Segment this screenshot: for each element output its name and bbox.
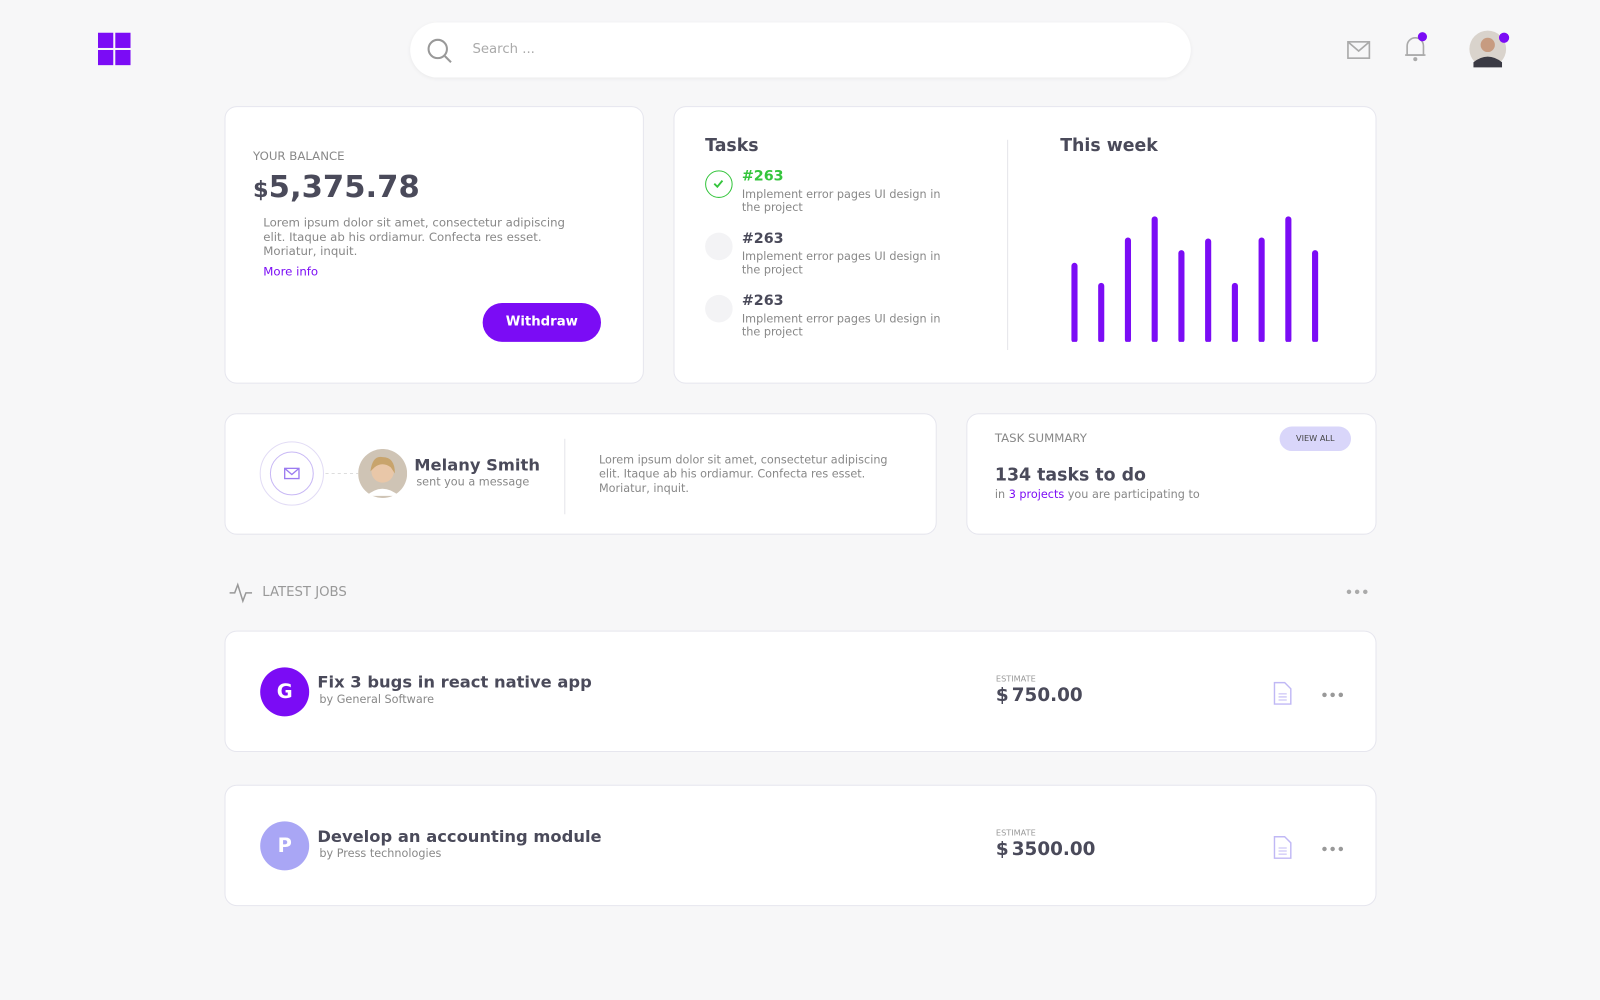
balance-card: YOUR BALANCE $5,375.78 Lorem ipsum dolor… — [224, 106, 644, 384]
currency: $ — [995, 838, 1009, 861]
job-avatar: G — [260, 667, 310, 717]
week-title: This week — [1060, 135, 1158, 157]
balance-label: YOUR BALANCE — [253, 148, 345, 164]
task-text: Implement error pages UI design in the p… — [741, 312, 941, 339]
sender-action: sent you a message — [416, 475, 530, 489]
search-placeholder: Search ... — [472, 41, 535, 58]
document-icon[interactable] — [1272, 836, 1292, 860]
withdraw-button[interactable]: Withdraw — [482, 303, 602, 342]
message-text: Lorem ipsum dolor sit amet, consectetur … — [598, 453, 888, 495]
tasks-title: Tasks — [705, 135, 759, 157]
balance-description: Lorem ipsum dolor sit amet, consectetur … — [263, 215, 565, 259]
activity-icon — [229, 582, 253, 604]
summary-label: TASK SUMMARY — [994, 430, 1087, 445]
tasks-card: Tasks #263 Implement error pages UI desig… — [673, 106, 1377, 384]
task-id: #263 — [741, 292, 784, 310]
sender-name: Melany Smith — [414, 455, 540, 475]
task-check — [705, 170, 733, 198]
amount: 750.00 — [1011, 684, 1083, 707]
job-company: by Press technologies — [319, 846, 442, 861]
job-menu[interactable] — [1320, 844, 1344, 854]
balance-amount: $5,375.78 — [253, 169, 420, 205]
task-id: #263 — [741, 230, 784, 247]
currency: $ — [253, 177, 269, 204]
prefix: in — [994, 487, 1006, 502]
view-all-button[interactable]: VIEW ALL — [1279, 426, 1352, 452]
summary-headline: 134 tasks to do — [994, 465, 1146, 486]
mail-icon[interactable] — [1347, 40, 1371, 60]
job-company: by General Software — [319, 692, 435, 707]
divider — [1007, 139, 1009, 350]
job-card: G Fix 3 bugs in react native app by Genera… — [224, 630, 1377, 753]
job-menu[interactable] — [1320, 690, 1344, 700]
logo[interactable] — [97, 32, 131, 66]
summary-note: in 3 projects you are participating to — [995, 488, 1200, 502]
amount: 5,375.78 — [268, 169, 420, 206]
estimate-amount: $3500.00 — [996, 839, 1096, 860]
suffix: you are participating to — [1067, 487, 1200, 502]
week-chart — [1071, 216, 1319, 342]
divider — [564, 438, 566, 515]
bell-icon[interactable] — [1402, 31, 1431, 64]
job-title: Fix 3 bugs in react native app — [317, 672, 592, 692]
amount: 3500.00 — [1011, 838, 1096, 861]
task-text: Implement error pages UI design in the p… — [741, 249, 941, 277]
job-title: Develop an accounting module — [317, 826, 602, 846]
job-avatar: P — [260, 821, 310, 871]
job-card: P Develop an accounting module by Press te… — [224, 784, 1377, 907]
projects-link[interactable]: 3 projects — [1008, 487, 1065, 502]
check-icon — [713, 180, 724, 189]
task-check — [705, 232, 733, 261]
sender-avatar — [358, 448, 408, 498]
estimate-label: ESTIMATE — [995, 828, 1036, 838]
message-icon — [259, 441, 359, 506]
search-bar[interactable]: Search ... — [410, 22, 1191, 78]
task-summary-card: TASK SUMMARY VIEW ALL 134 tasks to do in… — [966, 413, 1377, 535]
latest-jobs-title: LATEST JOBS — [262, 584, 347, 600]
estimate-label: ESTIMATE — [995, 674, 1036, 684]
message-card: Melany Smith sent you a message Lorem ip… — [224, 413, 937, 535]
more-info-link[interactable]: More info — [263, 264, 319, 279]
search-icon — [427, 38, 452, 63]
task-id: #263 — [741, 168, 784, 185]
document-icon[interactable] — [1272, 681, 1292, 706]
estimate-amount: $750.00 — [996, 685, 1083, 706]
task-check — [705, 294, 733, 323]
user-avatar[interactable] — [1467, 29, 1512, 72]
more-button[interactable] — [1345, 587, 1369, 597]
currency: $ — [995, 684, 1009, 707]
task-text: Implement error pages UI design in the p… — [741, 187, 941, 215]
